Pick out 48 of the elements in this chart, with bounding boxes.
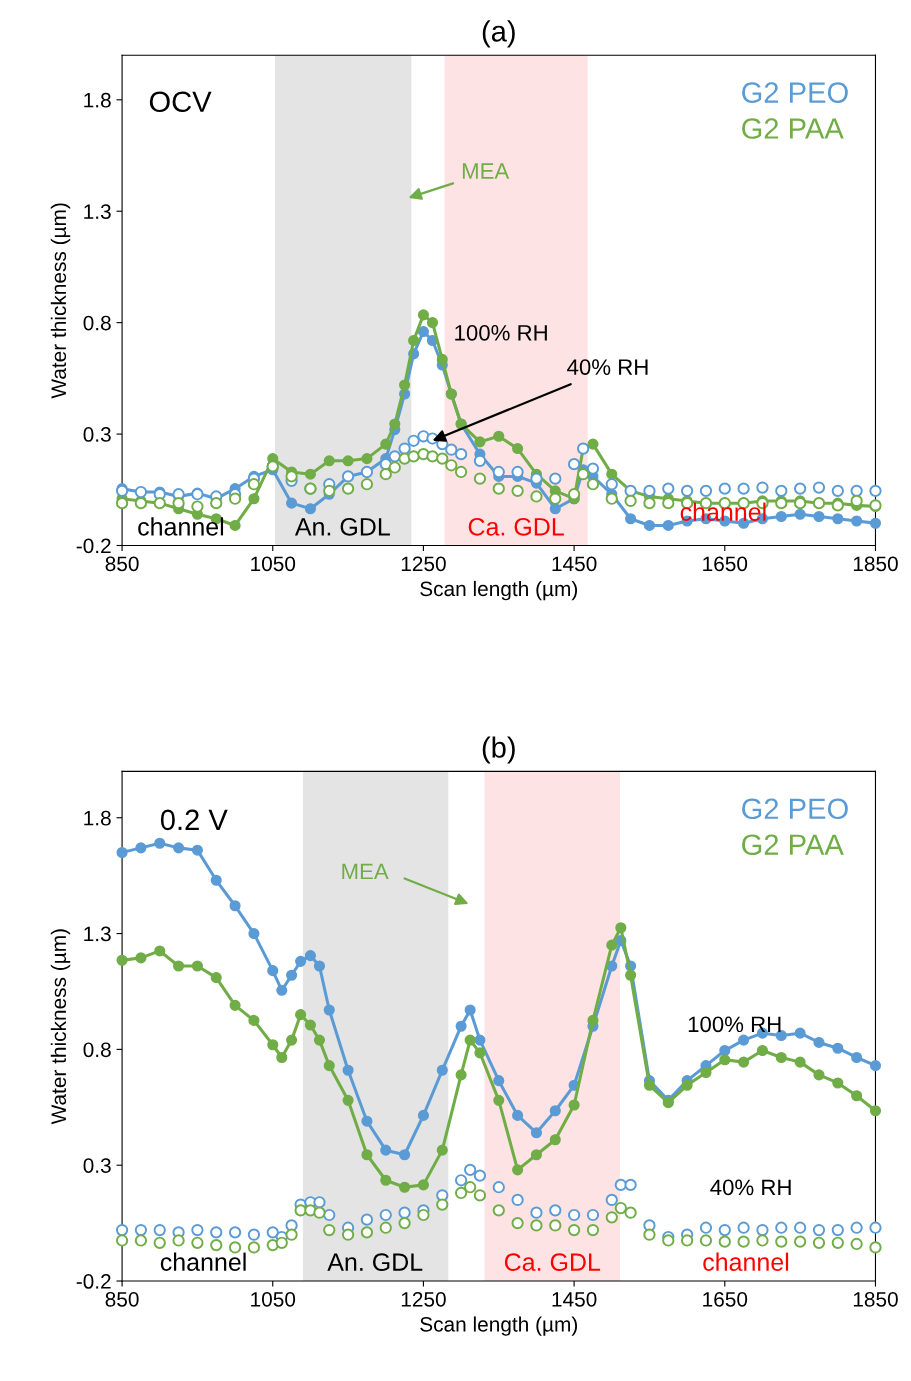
annotation: An. GDL <box>327 1253 423 1271</box>
x-tick-label: 1850 <box>853 556 898 572</box>
text: G2 PEO <box>742 82 848 103</box>
annotation: An. GDL <box>294 517 390 536</box>
annotation: channel <box>160 1252 246 1271</box>
chart-title: (b) <box>482 736 515 764</box>
x-tick-label: 1450 <box>552 1291 597 1307</box>
y-axis-title: Water thickness (µm) <box>50 929 71 1125</box>
y-tick-label: -0.2 <box>76 1274 111 1289</box>
y-tick-label: 1.8 <box>84 810 111 826</box>
annotation: MEA <box>462 163 510 179</box>
annotation: 100% RH <box>688 1016 781 1033</box>
y-tick-label: -0.2 <box>76 538 111 554</box>
y-tick-label: 0.3 <box>83 427 111 442</box>
annotation: 100% RH <box>455 324 547 341</box>
x-tick-label: 850 <box>105 1291 139 1307</box>
text: G2 PEO <box>742 798 848 820</box>
annotation: 40% RH <box>567 359 648 375</box>
x-axis-title: Scan length (µm) <box>420 580 578 601</box>
x-tick-label: 1650 <box>703 556 748 572</box>
x-axis-title: Scan length (µm) <box>420 1316 578 1336</box>
x-tick-label: 1250 <box>401 1291 446 1307</box>
x-tick-label: 1050 <box>251 556 296 572</box>
x-tick-label: 1050 <box>251 1291 296 1307</box>
annotation: MEA <box>342 863 389 880</box>
y-tick-label: 0.3 <box>83 1158 111 1173</box>
y-tick-label: 1.8 <box>84 92 111 108</box>
x-tick-label: 1850 <box>853 1291 898 1307</box>
x-tick-label: 1450 <box>552 556 597 572</box>
annotation: Ca. GDL <box>468 517 564 536</box>
annotation: channel <box>680 502 766 521</box>
chart-title: (a) <box>482 20 515 48</box>
annotation: 0.2 V <box>160 809 228 831</box>
y-axis-title: Water thickness (µm) <box>50 203 71 399</box>
annotation: Ca. GDL <box>504 1253 601 1271</box>
y-tick-label: 0.8 <box>83 315 111 331</box>
annotation: channel <box>703 1252 789 1271</box>
y-tick-label: 0.8 <box>83 1042 111 1058</box>
annotation: 40% RH <box>710 1179 791 1196</box>
x-tick-label: 1650 <box>703 1291 748 1307</box>
y-tick-label: 1.3 <box>84 204 111 219</box>
x-tick-label: 1250 <box>401 556 446 572</box>
x-tick-label: 850 <box>105 556 139 572</box>
y-tick-label: 1.3 <box>84 926 111 942</box>
annotation: channel <box>138 517 224 536</box>
annotation: OCV <box>149 91 212 113</box>
text: G2 PAA <box>742 834 844 856</box>
text: G2 PAA <box>742 118 844 139</box>
